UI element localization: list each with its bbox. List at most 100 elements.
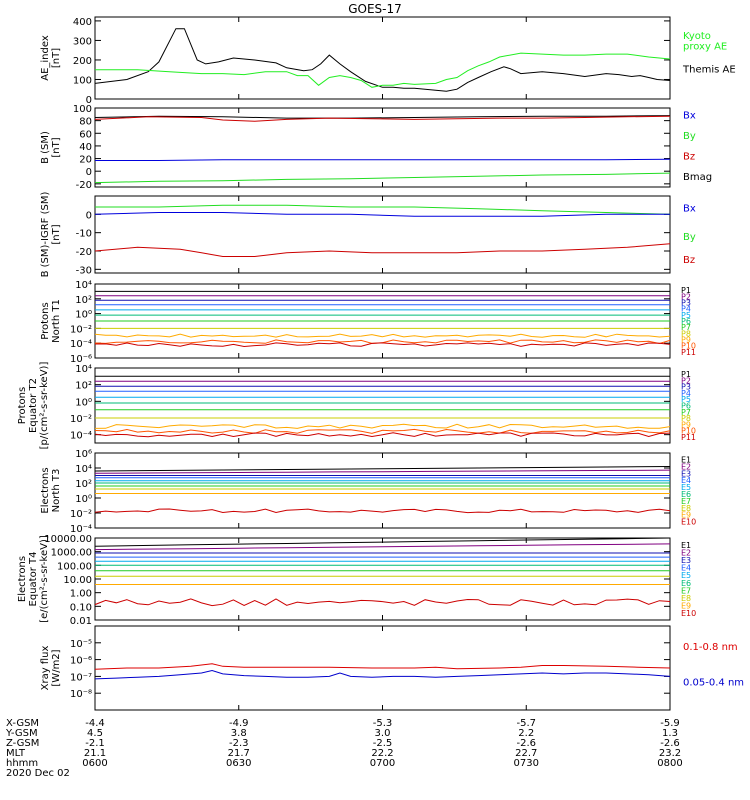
x-row-value: 0630: [226, 758, 251, 769]
series-line-bz: [95, 243, 670, 257]
series-line-kyoto-proxy-ae: [95, 52, 670, 88]
legend-p9: P9: [681, 336, 691, 345]
y-tick-label: 10²: [75, 295, 92, 306]
legend-p4: P4: [681, 305, 691, 314]
legend-e8: E8: [681, 594, 691, 603]
legend-e4: E4: [681, 476, 691, 485]
y-tick-label: -10: [76, 229, 92, 240]
legend-entry: Kyoto: [683, 31, 711, 42]
legend-p5: P5: [681, 395, 691, 404]
legend-e5: E5: [681, 483, 691, 492]
x-row-label: Z-GSM: [6, 738, 39, 749]
legend-e1: E1: [681, 455, 691, 464]
legend-e7: E7: [681, 497, 691, 506]
legend-p2: P2: [681, 292, 691, 301]
y-axis-label: [W/m2]: [51, 649, 62, 686]
y-tick-label: 10.00: [63, 575, 92, 586]
x-row-label: X-GSM: [6, 718, 39, 729]
y-tick-label: 10⁻⁷: [70, 672, 92, 683]
panel-frame-ae: [94, 16, 671, 100]
y-tick-label: -20: [76, 180, 92, 191]
legend-e3: E3: [681, 556, 691, 565]
channel-line-p11: [95, 342, 670, 348]
legend-entry: proxy AE: [683, 42, 727, 53]
x-row-value: 0600: [82, 758, 107, 769]
x-row-value: 23.2: [659, 748, 681, 759]
y-tick-label: 200: [73, 56, 92, 67]
x-row-value: -5.3: [373, 718, 393, 729]
legend-p8: P8: [681, 329, 691, 338]
legend-e9: E9: [681, 602, 691, 611]
y-tick-label: 100: [73, 75, 92, 86]
y-axis-label: Protons: [40, 302, 51, 339]
legend-entry: By: [683, 131, 696, 142]
y-tick-label: 300: [73, 36, 92, 47]
chart-title: GOES-17: [348, 2, 402, 16]
legend-p6: P6: [681, 402, 691, 411]
panel-frame-elec_e: [94, 537, 671, 621]
x-row-value: 0800: [657, 758, 682, 769]
y-tick-label: 10⁻⁴: [70, 524, 92, 535]
x-row-value: 3.8: [231, 728, 247, 739]
y-axis-label: North T3: [51, 469, 62, 513]
x-row-value: -2.6: [660, 738, 680, 749]
y-tick-label: 10⁴: [75, 280, 92, 291]
y-axis-label: B (SM)-IGRF (SM): [40, 192, 51, 278]
y-tick-label: 10⁻⁶: [70, 354, 92, 365]
y-tick-label: 10⁴: [75, 464, 92, 475]
y-tick-label: 40: [79, 142, 92, 153]
y-tick-label: 10⁻⁴: [70, 431, 92, 442]
panel-frame-bigrf: [94, 195, 671, 274]
legend-entry: Bz: [683, 151, 695, 162]
series-line-bmag: [95, 115, 670, 119]
y-tick-label: 80: [79, 117, 92, 128]
y-axis-label: Xray flux: [40, 646, 51, 691]
x-row-value: -5.9: [660, 718, 680, 729]
legend-e3: E3: [681, 469, 691, 478]
y-tick-label: 0: [86, 95, 92, 106]
x-row-value: -4.9: [229, 718, 249, 729]
y-axis-label: [nT]: [51, 137, 62, 157]
y-tick-label: -30: [76, 265, 92, 276]
legend-p6: P6: [681, 317, 691, 326]
y-axis-label: Electrons: [40, 467, 51, 513]
channel-line-e2: [95, 469, 670, 474]
y-tick-label: 10⁻⁶: [70, 656, 92, 667]
legend-e6: E6: [681, 490, 691, 499]
legend-p9: P9: [681, 420, 691, 429]
channel-line-p9: [95, 423, 670, 429]
legend-p7: P7: [681, 408, 691, 417]
series-line-0-1-0-8-nm: [95, 663, 670, 670]
legend-entry: Themis AE: [682, 65, 736, 76]
legend-p5: P5: [681, 311, 691, 320]
legend-entry: 0.1-0.8 nm: [683, 642, 738, 653]
y-axis-label: Equator T2: [28, 378, 39, 433]
x-row-value: 21.7: [228, 748, 250, 759]
y-tick-label: 1.00: [70, 589, 92, 600]
legend-p4: P4: [681, 389, 691, 398]
y-axis-label: [nT]: [51, 48, 62, 68]
channel-line-e1: [95, 538, 670, 547]
legend-e9: E9: [681, 511, 691, 520]
legend-p3: P3: [681, 298, 691, 307]
x-row-value: 0700: [370, 758, 395, 769]
channel-line-p9: [95, 333, 670, 338]
y-axis-label: [e/(cm²-s-sr-keV)]: [39, 535, 50, 623]
y-axis-label: [p/(cm²-s-sr-keV)]: [39, 362, 50, 450]
legend-entry: 0.05-0.4 nm: [683, 677, 744, 688]
legend-p2: P2: [681, 376, 691, 385]
legend-e5: E5: [681, 571, 691, 580]
x-row-label: Y-GSM: [5, 728, 38, 739]
y-tick-label: 400: [73, 17, 92, 28]
channel-line-e1: [95, 466, 670, 472]
legend-entry: Bx: [683, 204, 696, 215]
x-row-value: 21.1: [84, 748, 106, 759]
y-axis-label: Equator T4: [28, 552, 39, 607]
legend-entry: Bmag: [683, 172, 712, 183]
y-axis-label: [nT]: [51, 224, 62, 244]
x-row-value: -4.4: [85, 718, 105, 729]
legend-entry: By: [683, 232, 696, 243]
date-label: 2020 Dec 02: [6, 768, 70, 779]
y-tick-label: 10⁻²: [70, 324, 92, 335]
